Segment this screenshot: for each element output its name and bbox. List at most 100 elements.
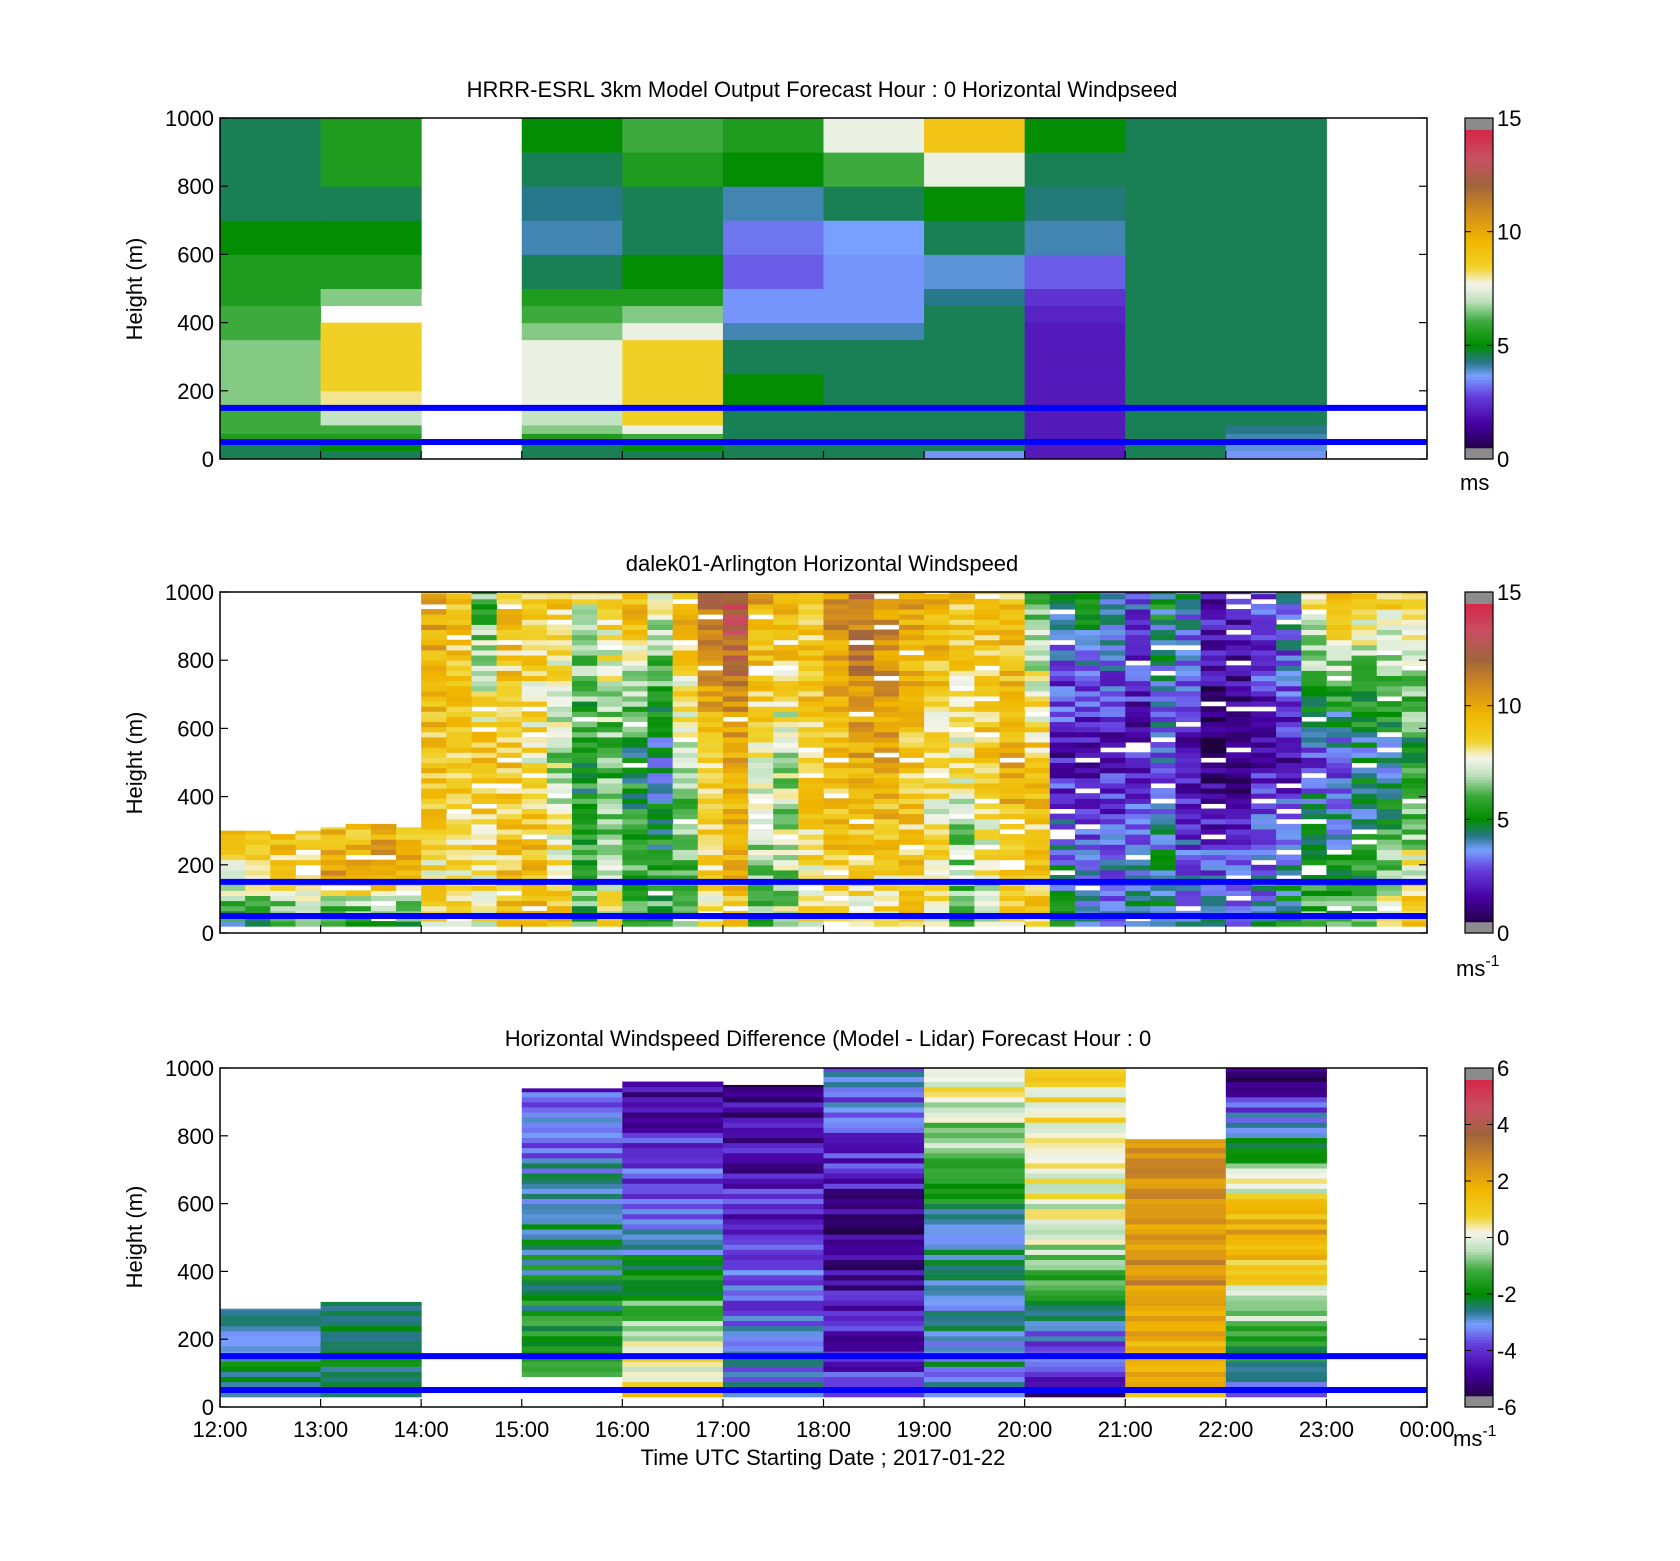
heatmap-cell xyxy=(1049,701,1076,707)
heatmap-cell xyxy=(722,823,749,830)
heatmap-cell xyxy=(572,706,598,712)
heatmap-cell xyxy=(898,593,925,600)
heatmap-cell xyxy=(1049,772,1076,779)
heatmap-cell xyxy=(1074,752,1101,758)
colorbar-segment xyxy=(1465,285,1493,290)
heatmap-cell xyxy=(270,890,296,896)
heatmap-cell xyxy=(521,1117,623,1123)
heatmap-cell xyxy=(521,1295,623,1301)
heatmap-cell xyxy=(823,701,850,707)
heatmap-cell xyxy=(622,767,648,774)
heatmap-cell xyxy=(1225,869,1252,876)
colorbar-segment xyxy=(1465,311,1493,315)
heatmap-cell xyxy=(345,875,372,881)
heatmap-cell xyxy=(974,921,1001,927)
heatmap-cell xyxy=(924,665,950,671)
heatmap-cell xyxy=(245,830,271,835)
heatmap-cell xyxy=(722,624,749,631)
colorbar-segment xyxy=(1465,768,1493,772)
heatmap-cell xyxy=(924,869,950,876)
heatmap-cell xyxy=(597,890,623,896)
heatmap-cell xyxy=(722,701,749,707)
heatmap-cell xyxy=(949,731,975,738)
heatmap-cell xyxy=(949,849,975,856)
heatmap-cell xyxy=(1225,305,1327,324)
colorbar-segment xyxy=(1465,1381,1493,1385)
heatmap-cell xyxy=(1301,782,1327,789)
heatmap-cell xyxy=(1401,731,1428,738)
heatmap-cell xyxy=(798,798,824,804)
heatmap-cell xyxy=(1125,373,1227,392)
heatmap-cell xyxy=(446,649,472,656)
heatmap-cell xyxy=(1225,1290,1327,1296)
heatmap-cell xyxy=(521,854,548,861)
heatmap-cell xyxy=(1200,782,1227,789)
heatmap-cell xyxy=(572,849,598,856)
colorbar-segment xyxy=(1465,1333,1493,1337)
heatmap-cell xyxy=(622,1178,724,1184)
heatmap-cell xyxy=(1401,885,1428,891)
heatmap-cell xyxy=(823,844,850,850)
heatmap-cell xyxy=(597,614,623,620)
heatmap-cell xyxy=(446,685,472,692)
heatmap-cell xyxy=(898,793,925,799)
heatmap-cell xyxy=(597,721,623,728)
heatmap-cell xyxy=(1301,777,1327,784)
heatmap-cell xyxy=(999,644,1026,651)
colorbar-segment xyxy=(1465,898,1493,903)
heatmap-cell xyxy=(1276,828,1302,835)
heatmap-cell xyxy=(873,905,900,912)
heatmap-cell xyxy=(446,803,472,810)
heatmap-cell xyxy=(622,1213,724,1220)
heatmap-cell xyxy=(647,736,674,743)
heatmap-cell xyxy=(1175,716,1202,723)
heatmap-cell xyxy=(748,609,774,615)
heatmap-cell xyxy=(1024,1168,1126,1174)
heatmap-cell xyxy=(1024,288,1126,307)
heatmap-cell xyxy=(848,660,875,666)
heatmap-cell xyxy=(823,1290,925,1296)
heatmap-cell xyxy=(1074,649,1101,656)
colorbar-segment xyxy=(1465,1350,1493,1354)
heatmap-cell xyxy=(1250,921,1277,927)
heatmap-cell xyxy=(1326,639,1353,646)
colorbar-segment xyxy=(1465,370,1493,375)
heatmap-cell xyxy=(1401,609,1428,615)
heatmap-cell xyxy=(446,788,472,794)
heatmap-cell xyxy=(924,1381,1026,1388)
heatmap-cell xyxy=(320,390,422,409)
heatmap-cell xyxy=(270,921,296,927)
heatmap-cell xyxy=(1175,839,1202,845)
heatmap-cell xyxy=(1225,152,1327,187)
heatmap-cell xyxy=(647,639,674,646)
heatmap-cell xyxy=(722,864,749,871)
heatmap-cell xyxy=(1225,665,1252,671)
colorbar-segment xyxy=(1465,844,1493,849)
heatmap-cell xyxy=(1175,603,1202,610)
heatmap-cell xyxy=(722,1254,824,1261)
heatmap-cell xyxy=(924,854,950,861)
heatmap-cell xyxy=(1150,900,1177,907)
heatmap-cell xyxy=(471,665,498,671)
colorbar-segment xyxy=(1465,1107,1493,1111)
colorbar-segment xyxy=(1465,120,1493,125)
heatmap-cell xyxy=(546,900,573,907)
heatmap-cell xyxy=(220,254,322,289)
heatmap-cell xyxy=(446,793,472,799)
heatmap-cell xyxy=(421,736,447,743)
heatmap-cell xyxy=(320,849,347,856)
heatmap-cell xyxy=(823,747,850,753)
heatmap-cell xyxy=(220,1376,322,1383)
heatmap-cell xyxy=(1401,762,1428,769)
heatmap-cell xyxy=(1351,711,1378,717)
heatmap-cell xyxy=(1024,1101,1126,1108)
heatmap-cell xyxy=(1326,649,1353,656)
heatmap-cell xyxy=(521,1096,623,1103)
heatmap-cell xyxy=(622,890,648,896)
heatmap-cell xyxy=(924,450,1026,460)
heatmap-cell xyxy=(1225,803,1252,810)
heatmap-cell xyxy=(722,609,749,615)
heatmap-cell xyxy=(873,680,900,687)
heatmap-cell xyxy=(471,731,498,738)
heatmap-cell xyxy=(622,1300,724,1306)
